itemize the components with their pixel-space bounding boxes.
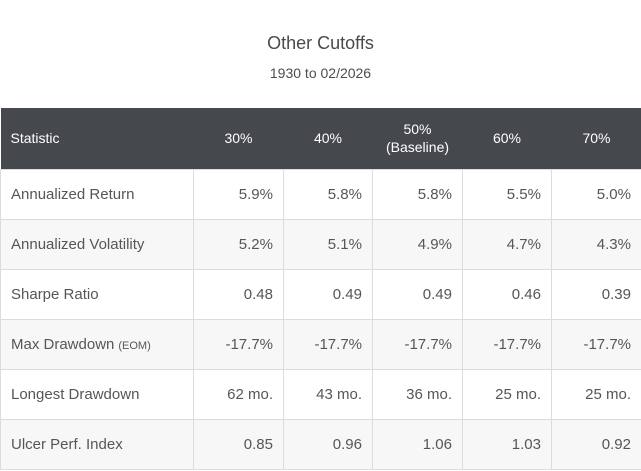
table-row-annualized-volatility: Annualized Volatility 5.2% 5.1% 4.9% 4.7… <box>0 218 641 270</box>
col-header-50pct-baseline: 50% (Baseline) <box>372 108 463 169</box>
cell-value: 62 mo. <box>193 368 284 420</box>
cell-value: 4.7% <box>462 218 552 270</box>
stats-table: Statistic 30% 40% 50% (Baseline) 60% 70% … <box>0 108 641 470</box>
table-row-longest-drawdown: Longest Drawdown 62 mo. 43 mo. 36 mo. 25… <box>0 368 641 420</box>
cell-value: 5.8% <box>283 168 373 220</box>
col-header-statistic: Statistic <box>0 108 194 169</box>
row-label: Longest Drawdown <box>0 368 194 420</box>
table-header-row: Statistic 30% 40% 50% (Baseline) 60% 70% <box>0 108 641 169</box>
page-subtitle: 1930 to 02/2026 <box>269 65 372 81</box>
col-header-70pct: 70% <box>551 108 641 169</box>
cell-value: -17.7% <box>462 318 552 370</box>
cell-value: 5.9% <box>193 168 284 220</box>
col-header-60pct: 60% <box>462 108 552 169</box>
table-row-annualized-return: Annualized Return 5.9% 5.8% 5.8% 5.5% 5.… <box>0 168 641 220</box>
cell-value: 4.9% <box>372 218 463 270</box>
cell-value: 5.1% <box>283 218 373 270</box>
cell-value: 0.49 <box>283 268 373 320</box>
cell-value: 25 mo. <box>551 368 641 420</box>
row-label: Max Drawdown (EOM) <box>0 318 194 370</box>
cell-value: 43 mo. <box>283 368 373 420</box>
table-row-ulcer-perf-index: Ulcer Perf. Index 0.85 0.96 1.06 1.03 0.… <box>0 418 641 470</box>
cell-value: 0.96 <box>283 418 373 470</box>
cell-value: -17.7% <box>283 318 373 370</box>
eom-suffix: (EOM) <box>118 339 151 352</box>
row-label: Ulcer Perf. Index <box>0 418 194 470</box>
cell-value: 0.48 <box>193 268 284 320</box>
cell-value: 0.46 <box>462 268 552 320</box>
cell-value: 5.8% <box>372 168 463 220</box>
cell-value: 5.5% <box>462 168 552 220</box>
cell-value: 4.3% <box>551 218 641 270</box>
cell-value: 1.06 <box>372 418 463 470</box>
cell-value: 5.2% <box>193 218 284 270</box>
cell-value: 1.03 <box>462 418 552 470</box>
row-label: Annualized Volatility <box>0 218 194 270</box>
row-label: Annualized Return <box>0 168 194 220</box>
cell-value: 0.92 <box>551 418 641 470</box>
table-row-sharpe-ratio: Sharpe Ratio 0.48 0.49 0.49 0.46 0.39 <box>0 268 641 320</box>
cell-value: -17.7% <box>551 318 641 370</box>
cell-value: 0.85 <box>193 418 284 470</box>
cell-value: 25 mo. <box>462 368 552 420</box>
cell-value: -17.7% <box>372 318 463 370</box>
cell-value: 5.0% <box>551 168 641 220</box>
table-row-max-drawdown: Max Drawdown (EOM) -17.7% -17.7% -17.7% -… <box>0 318 641 370</box>
cell-value: 36 mo. <box>372 368 463 420</box>
row-label: Sharpe Ratio <box>0 268 194 320</box>
page-title: Other Cutoffs <box>267 33 374 53</box>
cell-value: 0.39 <box>551 268 641 320</box>
cell-value: 0.49 <box>372 268 463 320</box>
col-header-30pct: 30% <box>193 108 284 169</box>
cell-value: -17.7% <box>193 318 284 370</box>
col-header-40pct: 40% <box>283 108 373 169</box>
